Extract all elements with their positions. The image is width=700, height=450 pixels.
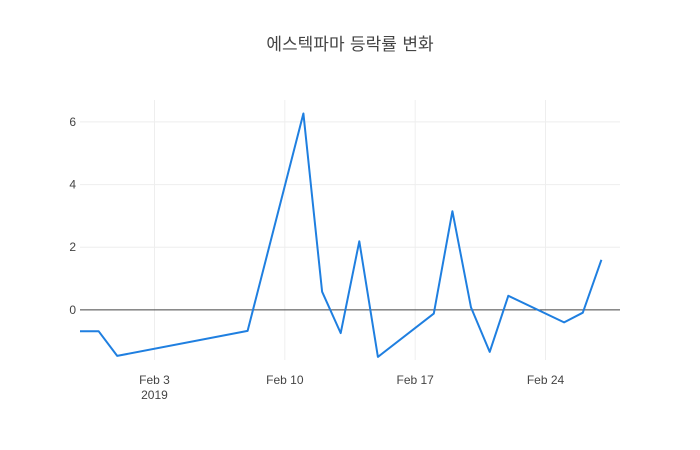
x-tick-label: Feb 3: [139, 373, 170, 387]
grid-layer: [80, 100, 620, 360]
series-layer: [79, 112, 603, 358]
data-point: [582, 312, 584, 314]
data-point: [507, 295, 509, 297]
data-point: [358, 240, 360, 242]
data-point: [470, 306, 472, 308]
x-tick-label: Feb 17: [396, 373, 434, 387]
y-tick-label: 4: [69, 178, 76, 192]
data-point: [433, 313, 435, 315]
y-tick-label: 2: [69, 240, 76, 254]
x-tick-sublabel: 2019: [141, 388, 168, 402]
data-point: [600, 259, 602, 261]
data-point: [321, 291, 323, 293]
x-tick-label: Feb 24: [527, 373, 565, 387]
x-tick-label: Feb 10: [266, 373, 304, 387]
data-point: [98, 330, 100, 332]
y-tick-label: 0: [69, 303, 76, 317]
data-point: [116, 355, 118, 357]
data-point: [563, 321, 565, 323]
data-point: [377, 356, 379, 358]
data-point: [340, 332, 342, 334]
data-point: [451, 210, 453, 212]
chart-title: 에스텍파마 등락률 변화: [266, 35, 434, 55]
data-point: [489, 351, 491, 353]
data-point: [302, 112, 304, 114]
y-tick-label: 6: [69, 115, 76, 129]
series-line: [80, 112, 603, 358]
data-point: [79, 330, 81, 332]
data-point: [247, 330, 249, 332]
